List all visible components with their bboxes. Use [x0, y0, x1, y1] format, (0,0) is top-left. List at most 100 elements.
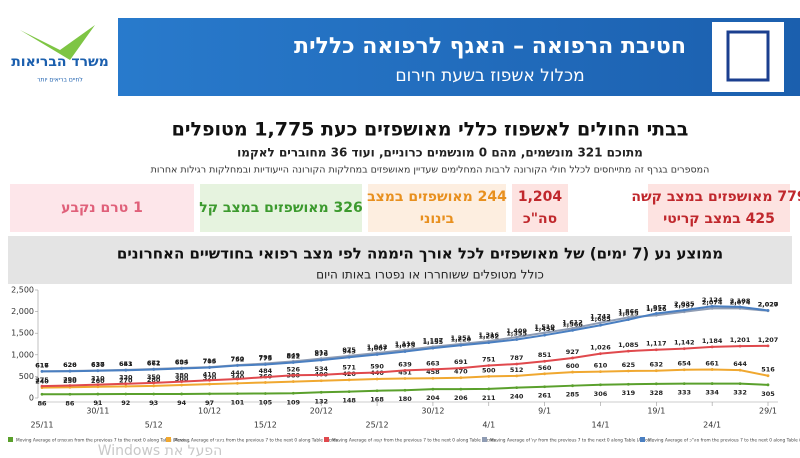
legend-label: Moving Average of קל from the previous 7…: [490, 438, 654, 444]
data-label: 851: [538, 351, 552, 359]
data-label: 620: [63, 361, 77, 369]
legend-label: Moving Average of מונשמים from the previ…: [16, 438, 190, 444]
data-label: 1,316: [478, 331, 499, 339]
data-label: 821: [287, 353, 301, 361]
point: [738, 368, 742, 372]
legend-swatch: [482, 437, 487, 442]
point: [710, 307, 714, 310]
data-label: 534: [314, 365, 328, 373]
summary-text: 1 טרם נקבע: [61, 200, 143, 216]
point: [487, 387, 491, 391]
data-label: 1,220: [451, 335, 472, 343]
data-label: 683: [175, 358, 189, 366]
point: [543, 385, 547, 389]
point: [599, 383, 602, 387]
point: [654, 348, 658, 352]
point: [515, 374, 519, 378]
data-label: 91: [93, 399, 103, 407]
summary-text: 1,204: [518, 189, 563, 205]
point: [599, 323, 602, 327]
x-tick-label: 14/1: [591, 421, 609, 430]
point: [571, 384, 574, 388]
data-label: 94: [177, 399, 187, 407]
y-tick-label: 0: [29, 394, 34, 403]
data-label: 275: [35, 376, 49, 384]
point: [515, 338, 519, 341]
chart-subtitle: כולל מטופלים ששוחררו או נפטרו באותו היום: [316, 268, 544, 282]
point: [208, 392, 211, 396]
point: [599, 370, 602, 374]
chart-header-band: [8, 236, 792, 284]
y-tick-label: 2,000: [11, 307, 34, 316]
data-label: 643: [119, 360, 133, 368]
data-label: 285: [566, 391, 580, 399]
data-label: 1,866: [618, 307, 639, 315]
data-label: 1,117: [646, 340, 667, 348]
point: [626, 318, 630, 321]
point: [431, 376, 435, 380]
point: [403, 368, 407, 372]
point: [654, 382, 658, 386]
summary-text: 244 מאושפזים במצב: [367, 189, 507, 205]
data-label: 2,027: [758, 300, 779, 308]
point: [40, 392, 44, 396]
data-label: 975: [342, 346, 356, 354]
legend-swatch: [324, 437, 329, 442]
data-label: 1,007: [367, 344, 388, 352]
data-label: 2,074: [730, 298, 751, 306]
x-tick-label: 30/12: [421, 407, 444, 416]
point: [263, 381, 267, 384]
point: [515, 362, 519, 366]
point: [319, 373, 323, 377]
point: [180, 392, 184, 396]
point: [459, 376, 463, 380]
point: [626, 382, 630, 386]
data-label: 350: [147, 373, 161, 381]
point: [626, 369, 630, 373]
summary-text: סה"כ: [523, 211, 557, 227]
legend-swatch: [8, 437, 13, 442]
data-label: 260: [91, 377, 105, 385]
data-label: 1,454: [534, 325, 555, 333]
data-label: 775: [259, 355, 273, 363]
logo-box: [0, 18, 118, 96]
y-tick-label: 2,500: [11, 286, 34, 295]
data-label: 310: [91, 375, 105, 383]
point: [180, 367, 184, 370]
point: [347, 390, 351, 394]
data-label: 270: [119, 376, 133, 384]
data-label: 849: [287, 351, 301, 359]
point: [543, 372, 547, 376]
data-label: 632: [650, 361, 664, 369]
watermark: הפעל את Windows: [98, 443, 223, 458]
point: [152, 392, 156, 396]
point: [236, 392, 239, 396]
data-label: 211: [482, 394, 496, 402]
point: [487, 341, 491, 345]
data-label: 876: [314, 350, 328, 358]
x-tick-label: 29/1: [759, 407, 777, 416]
point: [431, 367, 435, 371]
data-label: 752: [231, 356, 245, 364]
x-tick-label: 24/1: [703, 421, 721, 430]
point: [68, 384, 72, 387]
data-label: 716: [203, 357, 217, 365]
legend-label: Moving Average of סה"כ from the previous…: [648, 438, 800, 444]
point: [738, 382, 742, 386]
data-label: 86: [65, 399, 75, 407]
data-label: 1,201: [730, 336, 751, 344]
data-label: 2,020: [758, 301, 779, 309]
point: [236, 364, 239, 367]
point: [543, 359, 547, 363]
point: [766, 383, 770, 387]
point: [291, 361, 295, 364]
point: [487, 364, 491, 367]
data-label: 616: [35, 361, 49, 369]
point: [710, 368, 714, 371]
x-tick-label: 25/12: [366, 421, 389, 430]
point: [208, 366, 211, 369]
point: [710, 304, 714, 308]
point: [208, 382, 211, 386]
data-label: 1,282: [478, 333, 499, 341]
